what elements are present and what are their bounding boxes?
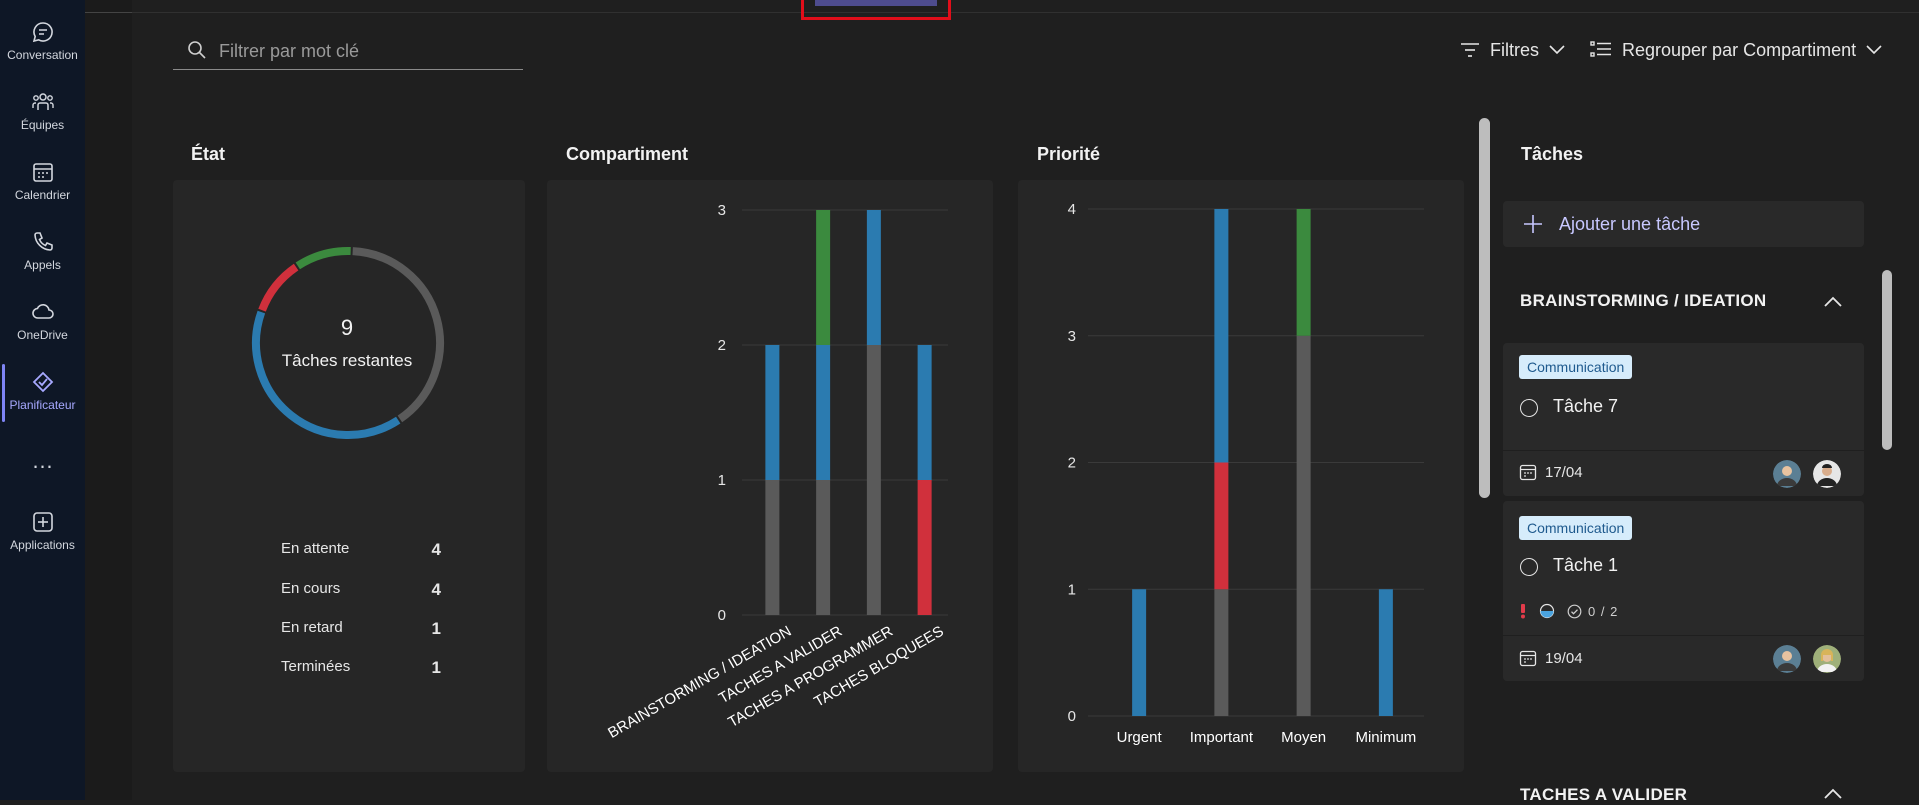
search-box[interactable]: [173, 32, 523, 70]
rail-label: Planificateur: [9, 398, 76, 412]
rail-label: Conversation: [7, 48, 78, 62]
add-task-button[interactable]: Ajouter une tâche: [1503, 201, 1864, 247]
divider: [1503, 450, 1864, 451]
priority-title: Priorité: [1037, 144, 1101, 164]
due-date: 19/04: [1519, 649, 1583, 667]
highlighted-view-tab[interactable]: [801, 0, 951, 20]
secondary-gutter: [85, 0, 132, 800]
filters-button[interactable]: Filtres: [1460, 36, 1565, 64]
rail-calendar[interactable]: Calendrier: [0, 160, 85, 202]
stat-row: En attente 4: [281, 540, 441, 562]
stat-row: En cours 4: [281, 580, 441, 602]
divider: [85, 12, 132, 13]
rail-onedrive[interactable]: OneDrive: [0, 300, 85, 342]
group-list-icon: [1590, 41, 1611, 57]
stat-value: 1: [431, 619, 441, 638]
rail-label: OneDrive: [17, 328, 68, 342]
search-input[interactable]: [217, 36, 511, 66]
chevron-down-icon: [1866, 45, 1882, 55]
stat-value: 4: [431, 540, 441, 559]
checklist-count: 0 / 2: [1588, 603, 1619, 619]
avatar[interactable]: [1773, 460, 1801, 488]
stat-row: Terminées 1: [281, 658, 441, 680]
calendar-icon: [1519, 650, 1537, 667]
bucket-chart-card: [547, 180, 993, 772]
task-name: Tâche 1: [1553, 555, 1619, 575]
rail-calls[interactable]: Appels: [0, 230, 85, 272]
rail-label: Calendrier: [14, 188, 71, 202]
filter-icon: [1461, 43, 1479, 57]
divider: [132, 12, 1919, 13]
app-rail: Conversation Équipes Calendrier Appels O…: [0, 0, 85, 800]
bucket-header: BRAINSTORMING / IDEATION: [1520, 291, 1767, 310]
teams-icon: [31, 93, 54, 110]
task-label-pill: Communication: [1519, 516, 1633, 540]
bucket-title: Compartiment: [566, 144, 689, 164]
in-progress-icon: [1539, 603, 1555, 619]
stat-label: Terminées: [281, 658, 351, 675]
cloud-icon: [31, 304, 54, 319]
rail-conversation[interactable]: Conversation: [0, 20, 85, 62]
stat-value: 1: [431, 658, 441, 677]
rail-label: Appels: [24, 258, 61, 272]
rail-applications[interactable]: Applications: [0, 510, 85, 552]
tasks-scrollbar[interactable]: [1882, 270, 1892, 450]
filters-label: Filtres: [1490, 39, 1539, 60]
complete-checkbox[interactable]: [1520, 399, 1538, 417]
avatar[interactable]: [1773, 645, 1801, 673]
divider: [1503, 635, 1864, 636]
chevron-down-icon: [1549, 45, 1565, 55]
due-text: 19/04: [1545, 649, 1583, 667]
rail-teams[interactable]: Équipes: [0, 90, 85, 132]
due-text: 17/04: [1545, 463, 1583, 481]
chevron-up-icon[interactable]: [1824, 787, 1842, 799]
checklist-icon: [1567, 604, 1582, 618]
group-by-button[interactable]: Regrouper par Compartiment: [1590, 36, 1882, 64]
chat-icon: [32, 22, 53, 43]
task-meta: 0 / 2: [1519, 603, 1618, 619]
calendar-icon: [1519, 464, 1537, 481]
chevron-up-icon[interactable]: [1824, 295, 1842, 307]
bucket-header: TACHES A VALIDER: [1520, 785, 1688, 804]
task-name: Tâche 7: [1553, 396, 1619, 416]
stat-label: En attente: [281, 540, 350, 557]
stat-label: En cours: [281, 580, 341, 597]
active-indicator: [2, 364, 5, 422]
state-title: État: [191, 144, 226, 164]
phone-icon: [33, 232, 53, 251]
rail-more[interactable]: …: [0, 450, 85, 472]
rail-label: Applications: [10, 538, 75, 552]
stat-value: 4: [431, 580, 441, 599]
avatar[interactable]: [1813, 460, 1841, 488]
search-icon: [188, 41, 206, 59]
task-label-pill: Communication: [1519, 355, 1633, 379]
add-app-icon: [32, 512, 53, 532]
tasks-title: Tâches: [1521, 144, 1584, 164]
remaining-count: 9: [340, 315, 354, 340]
add-task-label: Ajouter une tâche: [1559, 213, 1701, 234]
rail-label: Équipes: [20, 118, 65, 132]
plus-icon: [1524, 215, 1542, 233]
rail-planner[interactable]: Planificateur: [0, 370, 85, 412]
tab-indicator: [815, 0, 937, 6]
complete-checkbox[interactable]: [1520, 558, 1538, 576]
planner-icon: [32, 371, 53, 393]
urgent-priority-icon: [1521, 604, 1525, 619]
stat-label: En retard: [281, 619, 343, 636]
task-card[interactable]: Communication Tâche 7 17/04: [1503, 343, 1864, 496]
charts-scrollbar[interactable]: [1479, 118, 1490, 498]
priority-chart-card: [1018, 180, 1464, 772]
task-card[interactable]: Communication Tâche 1 0 / 2 19/04: [1503, 501, 1864, 681]
stat-row: En retard 1: [281, 619, 441, 641]
more-icon: …: [31, 448, 54, 473]
state-card: [173, 180, 525, 772]
remaining-label: Tâches restantes: [281, 351, 413, 370]
calendar-icon: [32, 163, 53, 182]
group-by-label: Regrouper par Compartiment: [1622, 39, 1857, 60]
due-date: 17/04: [1519, 463, 1583, 481]
avatar[interactable]: [1813, 645, 1841, 673]
